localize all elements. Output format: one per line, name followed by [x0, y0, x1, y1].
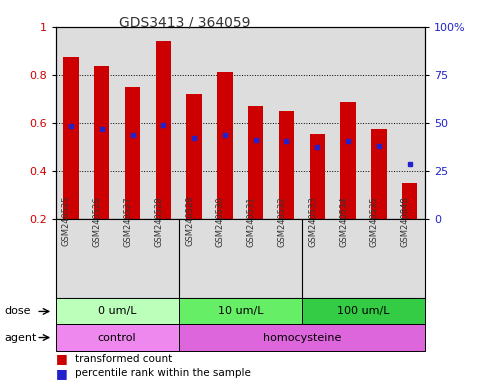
Text: GSM240531: GSM240531 — [247, 196, 256, 247]
Text: GSM240534: GSM240534 — [339, 196, 348, 247]
Text: ■: ■ — [56, 353, 67, 366]
Text: 10 um/L: 10 um/L — [217, 306, 263, 316]
Bar — [125, 87, 140, 219]
Bar — [217, 73, 233, 219]
Text: ■: ■ — [56, 367, 67, 380]
Bar — [371, 129, 386, 219]
Text: GSM240848: GSM240848 — [400, 196, 410, 247]
Bar — [341, 103, 356, 219]
Bar — [94, 66, 110, 219]
Text: GSM240529: GSM240529 — [185, 196, 194, 247]
Bar — [402, 183, 417, 219]
Text: dose: dose — [5, 306, 31, 316]
Bar — [156, 41, 171, 219]
Text: GSM240535: GSM240535 — [370, 196, 379, 247]
Text: GSM240528: GSM240528 — [154, 196, 163, 247]
Bar — [248, 106, 263, 219]
Bar — [279, 111, 294, 219]
Bar — [310, 134, 325, 219]
Text: GSM240533: GSM240533 — [308, 196, 317, 247]
Text: 0 um/L: 0 um/L — [98, 306, 136, 316]
Text: GSM240527: GSM240527 — [124, 196, 132, 247]
Text: GSM240525: GSM240525 — [62, 196, 71, 247]
Text: GSM240526: GSM240526 — [93, 196, 102, 247]
Text: percentile rank within the sample: percentile rank within the sample — [75, 368, 251, 378]
Text: homocysteine: homocysteine — [263, 333, 341, 343]
Bar — [63, 57, 79, 219]
Text: 100 um/L: 100 um/L — [337, 306, 390, 316]
Bar — [186, 94, 202, 219]
Text: GDS3413 / 364059: GDS3413 / 364059 — [119, 15, 251, 29]
Text: agent: agent — [5, 333, 37, 343]
Text: control: control — [98, 333, 136, 343]
Text: transformed count: transformed count — [75, 354, 172, 364]
Text: GSM240532: GSM240532 — [277, 196, 286, 247]
Text: GSM240530: GSM240530 — [216, 196, 225, 247]
